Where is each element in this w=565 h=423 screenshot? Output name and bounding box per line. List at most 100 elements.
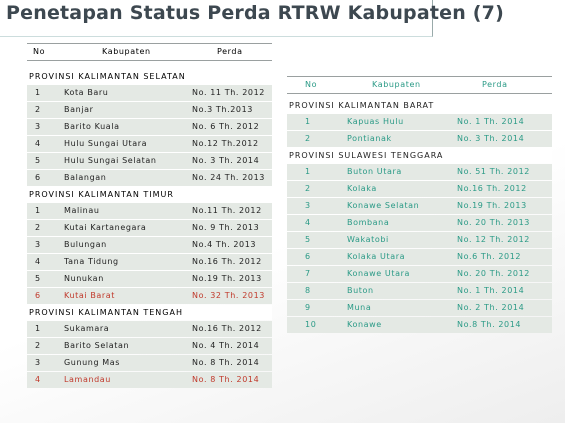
table-cell: Balangan bbox=[64, 173, 107, 182]
table-cell: No.16 Th. 2012 bbox=[192, 324, 262, 333]
table-cell: No. 11 Th. 2012 bbox=[192, 88, 265, 97]
table-cell: 6 bbox=[305, 252, 311, 261]
section-title: PROVINSI KALIMANTAN TENGAH bbox=[29, 308, 183, 317]
table-cell: Kutai Barat bbox=[64, 291, 116, 300]
table-cell: 3 bbox=[35, 358, 41, 367]
section-row: PROVINSI KALIMANTAN TIMUR bbox=[27, 187, 272, 202]
header-cell: Kabupaten bbox=[372, 80, 421, 89]
table-row: 6 Balangan No. 24 Th. 2013 bbox=[27, 170, 272, 186]
table-cell: 4 bbox=[35, 257, 41, 266]
table-cell: 5 bbox=[305, 235, 311, 244]
table-cell: 3 bbox=[305, 201, 311, 210]
table-cell: No. 1 Th. 2014 bbox=[457, 117, 525, 126]
table-cell: No. 32 Th. 2013 bbox=[192, 291, 265, 300]
table-row: 4 Tana Tidung No.16 Th. 2012 bbox=[27, 254, 272, 270]
table-row: 2 Pontianak No. 3 Th. 2014 bbox=[287, 131, 552, 147]
table-row: 3 Barito Kuala No. 6 Th. 2012 bbox=[27, 119, 272, 135]
table-cell: No.4 Th. 2013 bbox=[192, 240, 257, 249]
header-cell: No bbox=[33, 47, 46, 56]
table-cell: Nunukan bbox=[64, 274, 104, 283]
table-row: 1 Buton Utara No. 51 Th. 2012 bbox=[287, 164, 552, 180]
header-cell: Kabupaten bbox=[102, 47, 151, 56]
table-cell: 6 bbox=[35, 173, 41, 182]
table-row: 3 Bulungan No.4 Th. 2013 bbox=[27, 237, 272, 253]
table-cell: Banjar bbox=[64, 105, 94, 114]
table-cell: 3 bbox=[35, 122, 41, 131]
section-title: PROVINSI KALIMANTAN BARAT bbox=[289, 101, 435, 110]
table-cell: 4 bbox=[35, 375, 41, 384]
table-cell: 2 bbox=[305, 184, 311, 193]
table-cell: 5 bbox=[35, 156, 41, 165]
table-row: 6 Kolaka Utara No.6 Th. 2012 bbox=[287, 249, 552, 265]
table-cell: No. 8 Th. 2014 bbox=[192, 358, 260, 367]
table-row: 6 Kutai Barat No. 32 Th. 2013 bbox=[27, 288, 272, 304]
table-row: 7 Konawe Utara No. 20 Th. 2012 bbox=[287, 266, 552, 282]
table-cell: Konawe Utara bbox=[347, 269, 411, 278]
table-cell: 4 bbox=[35, 139, 41, 148]
table-cell: Wakatobi bbox=[347, 235, 389, 244]
table-cell: 4 bbox=[305, 218, 311, 227]
table-row: 1 Malinau No.11 Th. 2012 bbox=[27, 203, 272, 219]
table-cell: No. 12 Th. 2012 bbox=[457, 235, 530, 244]
header-cell: Perda bbox=[217, 47, 243, 56]
table-row: 8 Buton No. 1 Th. 2014 bbox=[287, 283, 552, 299]
table-row: 10 Konawe No.8 Th. 2014 bbox=[287, 317, 552, 333]
table-row: 5 Hulu Sungai Selatan No. 3 Th. 2014 bbox=[27, 153, 272, 169]
header-cell: Perda bbox=[482, 80, 508, 89]
table-row: 3 Konawe Selatan No.19 Th. 2013 bbox=[287, 198, 552, 214]
table-cell: Gunung Mas bbox=[64, 358, 121, 367]
table-row: 5 Wakatobi No. 12 Th. 2012 bbox=[287, 232, 552, 248]
table-cell: 10 bbox=[305, 320, 317, 329]
section-row: PROVINSI KALIMANTAN BARAT bbox=[287, 98, 552, 113]
table-cell: Pontianak bbox=[347, 134, 392, 143]
table-cell: 9 bbox=[305, 303, 311, 312]
table-row: 3 Gunung Mas No. 8 Th. 2014 bbox=[27, 355, 272, 371]
table-row: 4 Hulu Sungai Utara No.12 Th.2012 bbox=[27, 136, 272, 152]
table-row: 2 Kolaka No.16 Th. 2012 bbox=[287, 181, 552, 197]
section-row: PROVINSI SULAWESI TENGGARA bbox=[287, 148, 552, 163]
table-cell: No.19 Th. 2013 bbox=[457, 201, 527, 210]
table-row: 4 Bombana No. 20 Th. 2013 bbox=[287, 215, 552, 231]
table-cell: Buton Utara bbox=[347, 167, 402, 176]
table-cell: Kota Baru bbox=[64, 88, 109, 97]
table-cell: Kolaka Utara bbox=[347, 252, 406, 261]
table-cell: 2 bbox=[35, 341, 41, 350]
table-cell: No. 1 Th. 2014 bbox=[457, 286, 525, 295]
header-cell: No bbox=[305, 80, 318, 89]
table-cell: Buton bbox=[347, 286, 374, 295]
table-cell: Barito Kuala bbox=[64, 122, 120, 131]
table-cell: No. 3 Th. 2014 bbox=[457, 134, 525, 143]
table-cell: No. 20 Th. 2012 bbox=[457, 269, 530, 278]
table-cell: No.16 Th. 2012 bbox=[457, 184, 527, 193]
table-cell: Bombana bbox=[347, 218, 390, 227]
section-row: PROVINSI KALIMANTAN SELATAN bbox=[27, 69, 272, 84]
section-title: PROVINSI KALIMANTAN SELATAN bbox=[29, 72, 186, 81]
table-cell: No. 6 Th. 2012 bbox=[192, 122, 260, 131]
table-cell: No.8 Th. 2014 bbox=[457, 320, 522, 329]
table-cell: No. 51 Th. 2012 bbox=[457, 167, 530, 176]
table-cell: 1 bbox=[35, 206, 41, 215]
table-cell: Tana Tidung bbox=[64, 257, 119, 266]
table-cell: 8 bbox=[305, 286, 311, 295]
section-row: PROVINSI KALIMANTAN TENGAH bbox=[27, 305, 272, 320]
table-cell: No.11 Th. 2012 bbox=[192, 206, 262, 215]
table-cell: No. 3 Th. 2014 bbox=[192, 156, 260, 165]
table-cell: No.3 Th.2013 bbox=[192, 105, 253, 114]
table-cell: Kolaka bbox=[347, 184, 377, 193]
table-cell: Barito Selatan bbox=[64, 341, 130, 350]
table-cell: 1 bbox=[35, 88, 41, 97]
table-cell: No. 24 Th. 2013 bbox=[192, 173, 265, 182]
table-cell: 2 bbox=[35, 105, 41, 114]
table-cell: Sukamara bbox=[64, 324, 110, 333]
table-cell: 6 bbox=[35, 291, 41, 300]
table-row: 4 Lamandau No. 8 Th. 2014 bbox=[27, 372, 272, 388]
table-cell: Konawe bbox=[347, 320, 382, 329]
table-cell: 5 bbox=[35, 274, 41, 283]
table-cell: No. 8 Th. 2014 bbox=[192, 375, 260, 384]
table-cell: Bulungan bbox=[64, 240, 107, 249]
section-title: PROVINSI SULAWESI TENGGARA bbox=[289, 151, 444, 160]
table-cell: Hulu Sungai Selatan bbox=[64, 156, 157, 165]
slide-title: Penetapan Status Perda RTRW Kabupaten (7… bbox=[6, 2, 504, 24]
table-row: 1 Sukamara No.16 Th. 2012 bbox=[27, 321, 272, 337]
